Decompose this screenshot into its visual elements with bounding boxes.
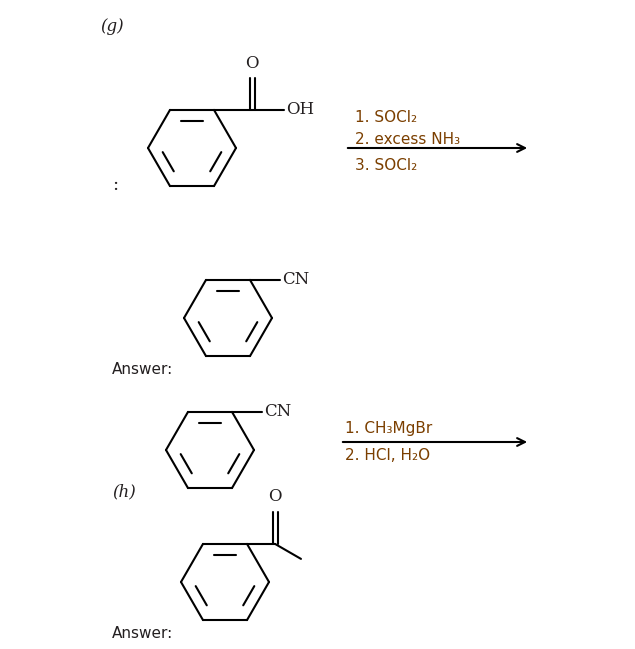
Text: CN: CN	[282, 271, 309, 288]
Text: 2. excess NH₃: 2. excess NH₃	[355, 132, 460, 147]
Text: O: O	[245, 55, 258, 72]
Text: 3. SOCl₂: 3. SOCl₂	[355, 158, 417, 173]
Text: :: :	[112, 176, 118, 194]
Text: 2. HCl, H₂O: 2. HCl, H₂O	[345, 448, 430, 463]
Text: 1. CH₃MgBr: 1. CH₃MgBr	[345, 421, 432, 435]
Text: 1. SOCl₂: 1. SOCl₂	[355, 110, 417, 125]
Text: Answer:: Answer:	[112, 626, 173, 641]
Text: (g): (g)	[100, 18, 124, 35]
Text: O: O	[268, 488, 282, 505]
Text: OH: OH	[286, 101, 314, 118]
Text: Answer:: Answer:	[112, 363, 173, 378]
Text: (h): (h)	[112, 484, 136, 500]
Text: CN: CN	[264, 404, 291, 421]
